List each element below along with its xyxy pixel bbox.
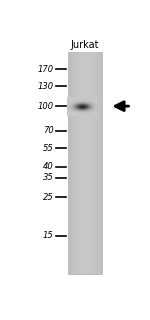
Text: 100: 100 xyxy=(38,102,54,111)
Text: 15: 15 xyxy=(43,231,54,240)
Text: 55: 55 xyxy=(43,144,54,153)
Text: 170: 170 xyxy=(38,65,54,74)
Text: Jurkat: Jurkat xyxy=(70,40,99,50)
Text: 40: 40 xyxy=(43,162,54,171)
Text: 35: 35 xyxy=(43,173,54,182)
Text: 25: 25 xyxy=(43,193,54,202)
Bar xyxy=(68,52,102,274)
Text: 130: 130 xyxy=(38,82,54,91)
Text: 70: 70 xyxy=(43,126,54,135)
